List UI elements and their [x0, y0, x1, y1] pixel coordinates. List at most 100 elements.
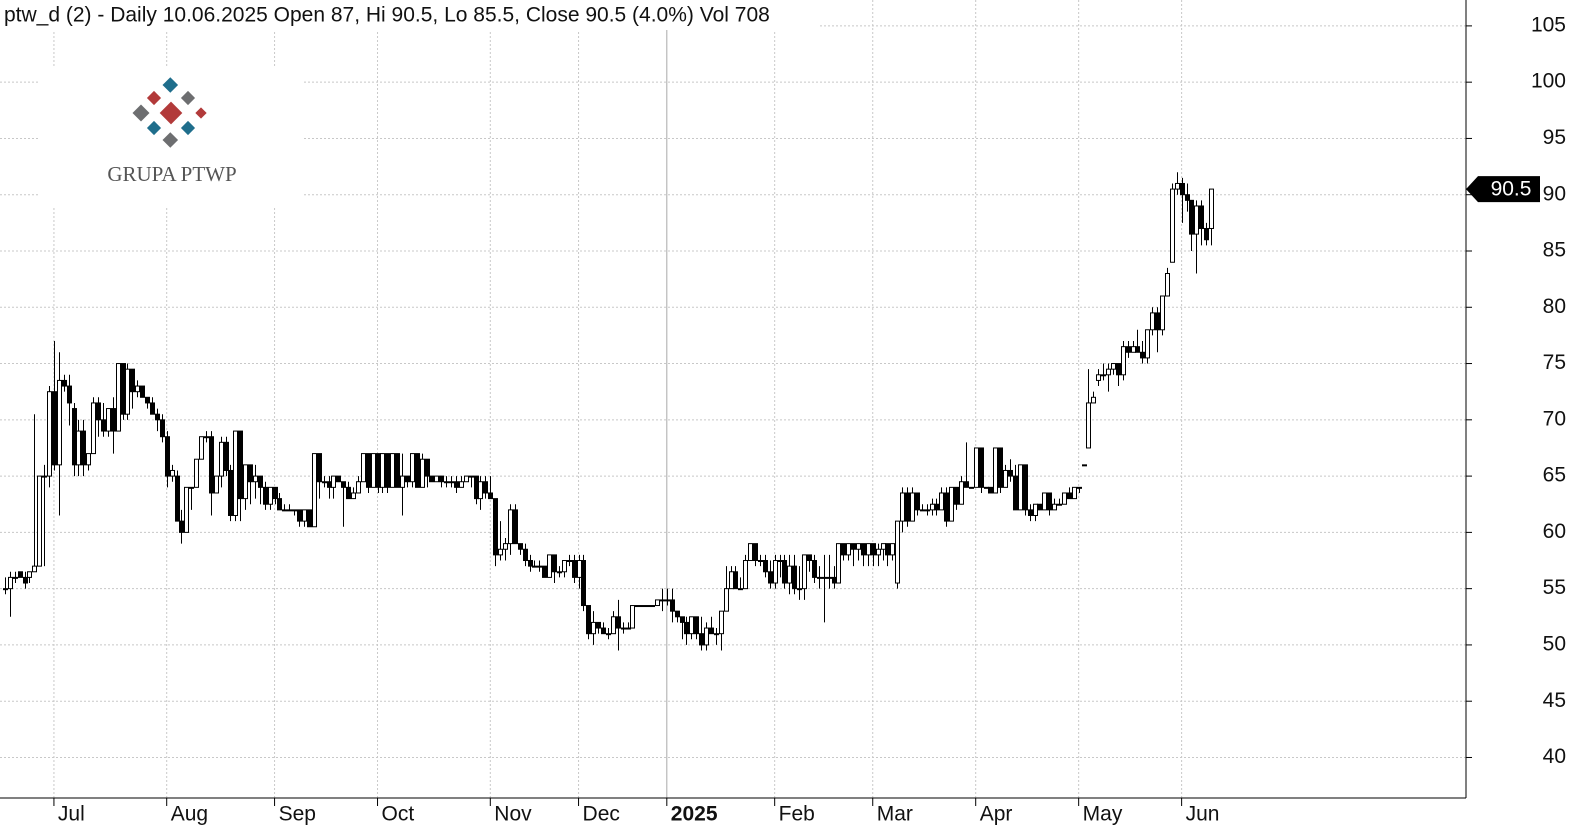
candle-body: [581, 560, 586, 607]
candle-body: [832, 576, 837, 584]
candle-body: [577, 560, 582, 578]
candle-body: [415, 453, 420, 488]
x-tick-label: Sep: [279, 803, 316, 826]
candle-body: [327, 481, 332, 488]
candle-body: [768, 571, 773, 584]
candle-body: [930, 503, 935, 511]
candle-body: [1209, 188, 1214, 229]
candle-body: [145, 396, 150, 404]
x-tick-label: Feb: [779, 803, 815, 826]
y-tick-label: 60: [1543, 520, 1566, 543]
candle-body: [62, 379, 67, 387]
candle-body: [395, 453, 400, 488]
candle-body: [155, 413, 160, 421]
candle-body: [719, 610, 724, 635]
candle-body: [1116, 363, 1121, 376]
candle-body: [836, 543, 841, 584]
candle-body: [812, 560, 817, 578]
y-tick-label: 40: [1543, 745, 1566, 768]
title-backdrop: [0, 0, 820, 30]
candle-body: [322, 481, 327, 484]
candle-body: [135, 385, 140, 393]
candle-body: [1189, 199, 1194, 235]
candle-body: [425, 458, 430, 477]
candle-body: [130, 368, 135, 393]
candle-body: [287, 509, 292, 512]
candle-body: [111, 408, 116, 432]
candle-body: [253, 475, 258, 483]
candle-body: [27, 571, 32, 578]
candle-body: [125, 368, 130, 415]
candle-body: [57, 379, 62, 466]
candle-body: [680, 616, 685, 623]
candle-body: [1072, 486, 1077, 500]
candle-body: [356, 481, 361, 494]
candle-body: [1140, 351, 1145, 359]
candle-body: [23, 576, 28, 584]
candle-body: [660, 599, 665, 602]
candle-body: [1185, 194, 1190, 201]
candle-body: [263, 486, 268, 505]
candle-body: [626, 627, 631, 630]
x-tick-label: 2025: [671, 803, 718, 826]
candle-body: [979, 447, 984, 488]
candle-body: [488, 492, 493, 500]
candle-body: [621, 627, 626, 630]
candle-body: [1106, 368, 1111, 376]
candle-body: [106, 408, 111, 432]
candle-body: [464, 475, 469, 483]
candle-body: [596, 621, 601, 629]
y-tick-label: 55: [1543, 576, 1566, 599]
candle-body: [277, 498, 282, 511]
candle-body: [640, 605, 645, 608]
x-tick-label: Jun: [1186, 803, 1220, 826]
candle-body: [773, 560, 778, 584]
y-tick-label: 95: [1543, 126, 1566, 149]
candle-body: [689, 616, 694, 635]
candle-body: [449, 481, 454, 484]
y-tick-label: 70: [1543, 407, 1566, 430]
candle-body: [170, 469, 175, 477]
candle-body: [336, 475, 341, 483]
candle-body: [32, 565, 37, 573]
candle-body: [13, 576, 18, 579]
candle-body: [18, 571, 23, 578]
y-tick-label: 45: [1543, 689, 1566, 712]
candle-body: [184, 486, 189, 533]
candle-body: [822, 576, 827, 579]
candle-body: [469, 475, 474, 478]
candle-body: [503, 543, 508, 550]
candle-body: [1091, 396, 1096, 404]
candle-body: [346, 486, 351, 500]
candle-body: [562, 560, 567, 573]
candle-body: [969, 486, 974, 489]
candle-body: [282, 509, 287, 512]
candle-body: [1067, 492, 1072, 500]
candle-body: [763, 560, 768, 573]
candle-body: [317, 453, 322, 483]
candle-body: [616, 616, 621, 629]
candle-body: [572, 560, 577, 578]
candle-body: [881, 543, 886, 550]
candle-body: [165, 436, 170, 477]
y-tick-label: 85: [1543, 239, 1566, 262]
candle-body: [787, 565, 792, 584]
candle-body: [964, 481, 969, 488]
candle-body: [665, 599, 670, 602]
candle-body: [380, 453, 385, 488]
x-tick-label: Oct: [382, 803, 415, 826]
candle-body: [1033, 503, 1038, 516]
candle-body: [1150, 312, 1155, 331]
candle-body: [1155, 312, 1160, 331]
candle-body: [312, 453, 317, 528]
candle-body: [351, 492, 356, 500]
candle-body: [792, 565, 797, 590]
candle-body: [699, 633, 704, 646]
candle-body: [895, 520, 900, 584]
candle-body: [1199, 205, 1204, 229]
candle-body: [361, 453, 366, 483]
candle-body: [1013, 475, 1018, 511]
candle-body: [1037, 503, 1042, 511]
logo: GRUPA PTWP: [40, 68, 302, 206]
candle-body: [478, 481, 483, 500]
